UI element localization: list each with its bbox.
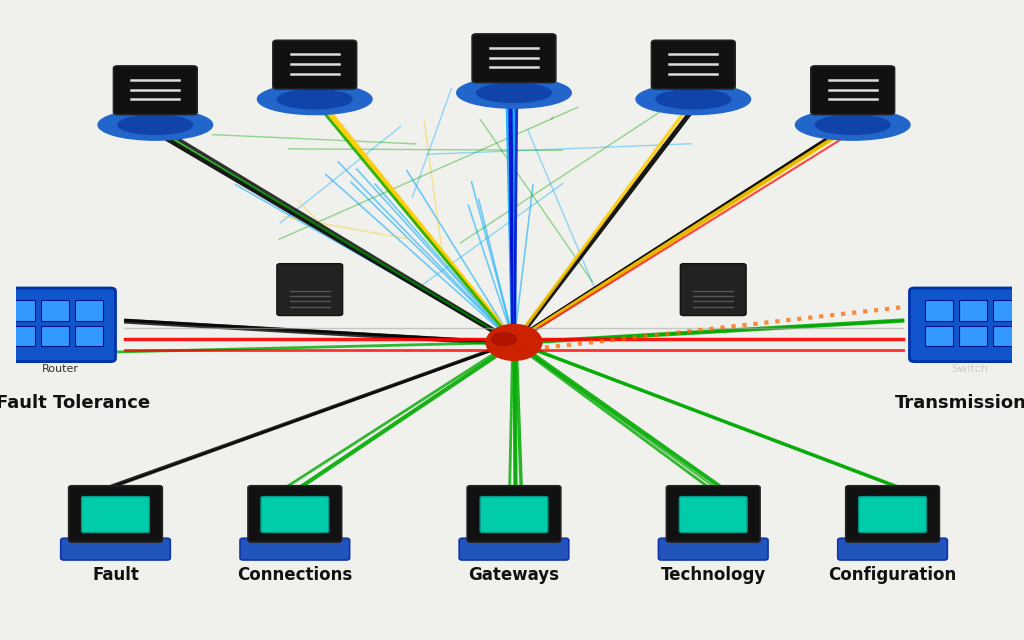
FancyBboxPatch shape [959, 326, 987, 346]
FancyBboxPatch shape [7, 326, 35, 346]
FancyBboxPatch shape [248, 486, 342, 542]
Ellipse shape [457, 77, 571, 108]
FancyBboxPatch shape [846, 486, 939, 542]
FancyBboxPatch shape [811, 66, 895, 115]
Ellipse shape [656, 90, 731, 109]
FancyBboxPatch shape [959, 300, 987, 321]
FancyBboxPatch shape [69, 486, 163, 542]
Ellipse shape [476, 83, 551, 102]
Ellipse shape [636, 84, 751, 115]
FancyBboxPatch shape [472, 34, 556, 83]
FancyBboxPatch shape [993, 300, 1021, 321]
Text: Connections: Connections [238, 566, 352, 584]
Ellipse shape [257, 84, 372, 115]
FancyBboxPatch shape [261, 497, 329, 532]
Ellipse shape [278, 90, 352, 109]
FancyBboxPatch shape [859, 497, 927, 532]
FancyBboxPatch shape [926, 326, 953, 346]
FancyBboxPatch shape [41, 300, 69, 321]
FancyBboxPatch shape [273, 40, 356, 89]
Circle shape [486, 324, 542, 360]
FancyBboxPatch shape [926, 300, 953, 321]
Text: Gateways: Gateways [469, 566, 559, 584]
FancyBboxPatch shape [0, 288, 116, 362]
FancyBboxPatch shape [60, 538, 170, 560]
FancyBboxPatch shape [658, 538, 768, 560]
FancyBboxPatch shape [82, 497, 150, 532]
Text: Fault Tolerance: Fault Tolerance [0, 394, 151, 412]
Ellipse shape [492, 333, 516, 346]
FancyBboxPatch shape [75, 326, 102, 346]
FancyBboxPatch shape [467, 486, 561, 542]
FancyBboxPatch shape [7, 300, 35, 321]
Text: Technology: Technology [660, 566, 766, 584]
FancyBboxPatch shape [838, 538, 947, 560]
Ellipse shape [118, 115, 193, 134]
Ellipse shape [815, 115, 890, 134]
FancyBboxPatch shape [651, 40, 735, 89]
FancyBboxPatch shape [459, 538, 568, 560]
Text: Transmission: Transmission [895, 394, 1024, 412]
Text: Configuration: Configuration [828, 566, 956, 584]
FancyBboxPatch shape [667, 486, 760, 542]
Text: Router: Router [42, 364, 79, 374]
FancyBboxPatch shape [679, 497, 748, 532]
FancyBboxPatch shape [909, 288, 1024, 362]
Text: Switch: Switch [950, 364, 988, 374]
Ellipse shape [98, 109, 213, 140]
FancyBboxPatch shape [680, 264, 746, 316]
FancyBboxPatch shape [41, 326, 69, 346]
FancyBboxPatch shape [75, 300, 102, 321]
FancyBboxPatch shape [276, 264, 343, 316]
FancyBboxPatch shape [114, 66, 198, 115]
FancyBboxPatch shape [240, 538, 349, 560]
FancyBboxPatch shape [993, 326, 1021, 346]
FancyBboxPatch shape [480, 497, 548, 532]
Text: Fault: Fault [92, 566, 139, 584]
Ellipse shape [796, 109, 910, 140]
